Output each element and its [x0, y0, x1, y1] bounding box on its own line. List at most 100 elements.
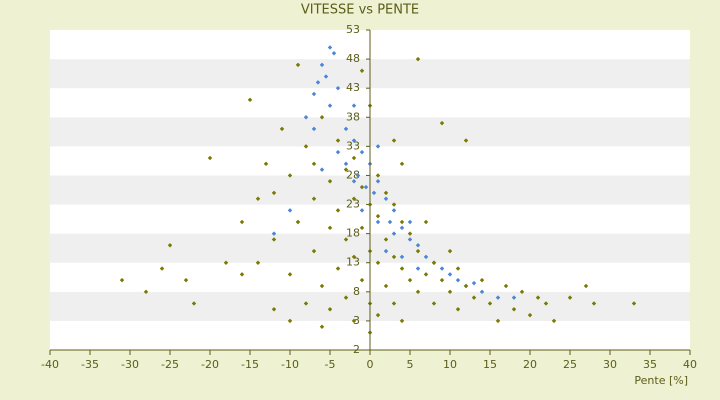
- point: [343, 161, 349, 167]
- point: [375, 213, 381, 219]
- point: [511, 295, 517, 300]
- point: [327, 307, 333, 312]
- point: [351, 138, 357, 143]
- y-tick-label: 13: [346, 256, 360, 269]
- y-tick-label: 8: [353, 285, 360, 298]
- x-tick-label: -40: [41, 358, 59, 371]
- point: [399, 254, 405, 260]
- point: [335, 208, 341, 213]
- y-tick-label: 43: [346, 81, 360, 94]
- point: [351, 179, 357, 184]
- point: [159, 266, 165, 271]
- x-tick-label: -20: [201, 358, 219, 371]
- point: [439, 277, 445, 283]
- point: [303, 115, 309, 120]
- point: [415, 289, 421, 295]
- point: [415, 56, 421, 62]
- point: [391, 301, 397, 306]
- point: [335, 85, 341, 91]
- point: [487, 301, 493, 306]
- point: [323, 74, 329, 79]
- point: [271, 231, 277, 236]
- point: [495, 295, 501, 300]
- point: [391, 231, 397, 236]
- point: [383, 190, 389, 196]
- point: [447, 272, 453, 277]
- point: [287, 272, 293, 277]
- point: [319, 324, 325, 329]
- x-tick-label: -35: [81, 358, 99, 371]
- x-tick-label: 40: [683, 358, 697, 371]
- y-tick-label: 53: [346, 23, 360, 36]
- point: [183, 277, 189, 283]
- point: [351, 155, 357, 161]
- point: [143, 289, 149, 295]
- point: [399, 219, 405, 225]
- point: [415, 248, 421, 254]
- point: [359, 149, 365, 155]
- point: [631, 301, 637, 306]
- point: [343, 126, 349, 132]
- y-tick-label: 38: [346, 110, 360, 123]
- point: [455, 277, 461, 283]
- point: [511, 307, 517, 312]
- point: [527, 312, 533, 318]
- point: [407, 277, 413, 283]
- point: [271, 307, 277, 312]
- x-tick-label: 5: [407, 358, 414, 371]
- point: [303, 144, 309, 149]
- point: [247, 97, 253, 103]
- point: [375, 144, 381, 149]
- point: [239, 219, 245, 225]
- x-tick-label: -30: [121, 358, 139, 371]
- point: [415, 243, 421, 248]
- x-axis-label: Pente [%]: [634, 374, 688, 387]
- x-tick-label: -15: [241, 358, 259, 371]
- point: [375, 219, 381, 225]
- point: [287, 173, 293, 178]
- point: [375, 173, 381, 178]
- y-tick-label: 23: [346, 198, 360, 211]
- point: [351, 103, 357, 108]
- point: [583, 283, 589, 289]
- point: [359, 68, 365, 73]
- point: [447, 289, 453, 295]
- point: [255, 260, 261, 265]
- point: [351, 196, 357, 201]
- point: [315, 80, 321, 85]
- point: [167, 243, 173, 248]
- point: [351, 254, 357, 260]
- point: [591, 301, 597, 306]
- point: [471, 295, 477, 300]
- point: [371, 190, 377, 196]
- point: [343, 167, 349, 172]
- point: [351, 318, 357, 324]
- point: [335, 266, 341, 271]
- point: [303, 301, 309, 306]
- x-tick-label: -5: [325, 358, 336, 371]
- x-tick-label: 0: [367, 358, 374, 371]
- point: [399, 318, 405, 324]
- point: [359, 225, 365, 231]
- point: [383, 248, 389, 254]
- point: [263, 161, 269, 167]
- point: [343, 237, 349, 242]
- point: [327, 225, 333, 231]
- x-tick-label: 30: [603, 358, 617, 371]
- point: [119, 277, 125, 283]
- point: [327, 179, 333, 184]
- point: [423, 254, 429, 260]
- point: [375, 260, 381, 265]
- point: [255, 196, 261, 201]
- y-tick-label: 48: [346, 52, 360, 65]
- point: [567, 295, 573, 300]
- point: [279, 126, 285, 132]
- point: [311, 161, 317, 167]
- point: [387, 219, 393, 225]
- point: [383, 196, 389, 201]
- point: [391, 138, 397, 143]
- point: [407, 237, 413, 242]
- point: [415, 266, 421, 271]
